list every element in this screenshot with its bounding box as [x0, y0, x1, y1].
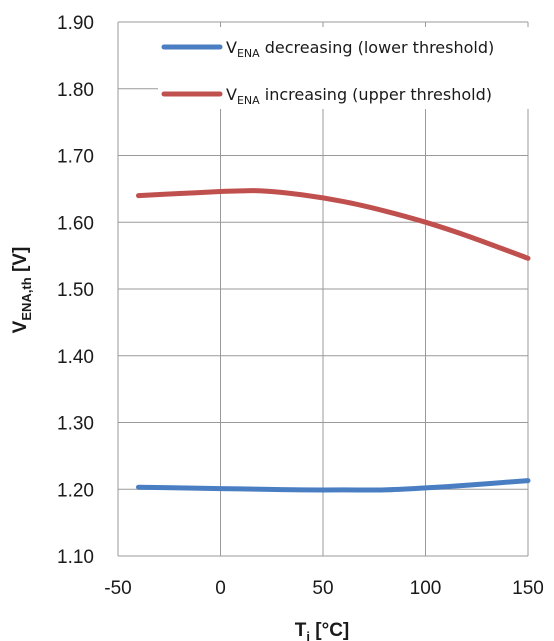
legend-label-lower: VENA decreasing (lower threshold) [226, 38, 494, 60]
x-tick-label: -50 [104, 578, 131, 599]
y-tick-label: 1.10 [57, 547, 94, 568]
y-tick-label: 1.60 [57, 213, 94, 234]
y-axis-title: VENA,th [V] [10, 247, 34, 334]
series-lines [136, 188, 531, 493]
y-tick-label: 1.50 [57, 280, 94, 301]
x-tick-label: 0 [215, 578, 226, 599]
legend-label-upper: VENA increasing (upper threshold) [226, 85, 492, 107]
x-axis-title: Tj [°C] [295, 620, 350, 641]
x-tick-label: 100 [410, 578, 442, 599]
y-tick-label: 1.90 [57, 13, 94, 34]
series-line-upper-threshold [136, 188, 531, 261]
y-tick-label: 1.20 [57, 480, 94, 501]
y-tick-label: 1.70 [57, 147, 94, 168]
x-tick-label: 150 [512, 578, 544, 599]
y-tick-label: 1.30 [57, 414, 94, 435]
y-tick-label: 1.80 [57, 80, 94, 101]
y-tick-label: 1.40 [57, 347, 94, 368]
x-tick-label: 50 [312, 578, 333, 599]
grid [117, 21, 529, 557]
legend: VENA decreasing (lower threshold) VENA i… [158, 27, 550, 109]
legend-background [158, 27, 550, 109]
tick-labels: 1.10 1.20 1.30 1.40 1.50 1.60 1.70 1.80 1.90 -50 0… [57, 13, 544, 599]
series-line-lower-threshold [136, 478, 531, 493]
